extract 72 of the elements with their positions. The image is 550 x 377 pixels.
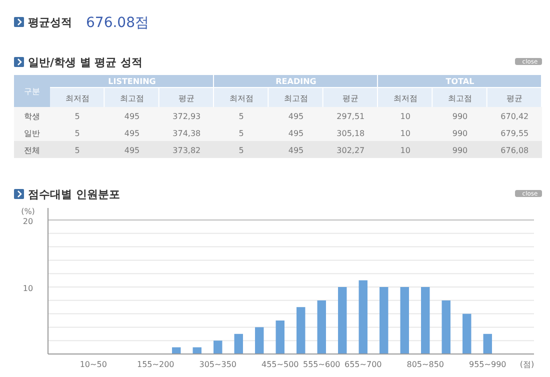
category-label: 전체	[24, 146, 40, 155]
text: 5	[238, 146, 244, 155]
category-label: 평균	[178, 94, 195, 103]
text: 495	[288, 129, 304, 138]
text: 990	[452, 129, 468, 138]
category-label: 최고점	[120, 94, 144, 103]
text: 990	[452, 146, 468, 155]
x-tick-label: 455~500	[262, 360, 299, 369]
bar	[276, 320, 284, 354]
text: 10	[400, 129, 410, 138]
x-tick-label: 805~850	[406, 360, 444, 369]
x-tick-label: 305~350	[199, 360, 236, 369]
bar	[483, 334, 492, 354]
category-label: 최저점	[229, 94, 254, 103]
category-label: 평균	[342, 94, 359, 103]
text: 구분	[24, 87, 40, 96]
x-tick-label: 10~50	[80, 360, 107, 369]
category-label: 평균	[506, 94, 523, 103]
text: 670,42	[500, 112, 529, 121]
text: 10	[400, 112, 410, 121]
text: 평균성적	[28, 16, 72, 29]
x-tick-label: 155~200	[137, 360, 174, 369]
text: 일반/학생 별 평균 성적	[28, 56, 143, 69]
bar	[380, 287, 388, 354]
text: 495	[124, 146, 140, 155]
text: 5	[74, 129, 80, 138]
bar	[338, 287, 347, 354]
category-label: 최고점	[448, 94, 472, 103]
text: 297,51	[336, 112, 365, 121]
text: 676,08	[500, 146, 529, 155]
text: 305,18	[336, 129, 365, 138]
text: 495	[288, 146, 304, 155]
bar	[442, 300, 450, 354]
text: LISTENING	[108, 77, 156, 86]
text: 373,82	[172, 146, 201, 155]
y-tick-label: 20	[22, 217, 34, 226]
text: 10	[400, 146, 410, 155]
x-tick-label: 655~700	[344, 360, 382, 369]
text: 5	[74, 146, 80, 155]
text: 495	[124, 112, 140, 121]
bar	[400, 287, 409, 354]
text: TOTAL	[446, 77, 474, 86]
bar	[214, 340, 222, 354]
category-label: 일반	[24, 129, 40, 138]
y-axis-title: (%)	[21, 207, 35, 216]
category-label: 최고점	[284, 94, 308, 103]
x-axis-title: (점)	[520, 360, 534, 369]
x-tick-label: 555~600	[303, 360, 340, 369]
bar	[462, 314, 472, 354]
text: 495	[288, 112, 304, 121]
text: 374,38	[172, 129, 201, 138]
bar	[358, 280, 368, 354]
text: 676.08점	[86, 15, 149, 31]
text: 495	[124, 129, 140, 138]
category-label: 학생	[24, 112, 40, 121]
chart-title: 점수대별 인원분포	[28, 188, 120, 201]
bar	[255, 327, 264, 354]
bar	[421, 287, 430, 354]
text: 372,93	[172, 112, 201, 121]
category-label: 최저점	[65, 94, 90, 103]
x-tick-label: 955~990	[469, 360, 506, 369]
category-label: 최저점	[393, 94, 418, 103]
text: 679,55	[500, 129, 529, 138]
text: 5	[238, 112, 244, 121]
bar	[234, 334, 243, 354]
text: 5	[238, 129, 244, 138]
bar	[296, 307, 306, 354]
text: 990	[452, 112, 468, 121]
text: 5	[74, 112, 80, 121]
text: 302,27	[336, 146, 365, 155]
bar	[317, 300, 326, 354]
text: READING	[276, 77, 316, 86]
